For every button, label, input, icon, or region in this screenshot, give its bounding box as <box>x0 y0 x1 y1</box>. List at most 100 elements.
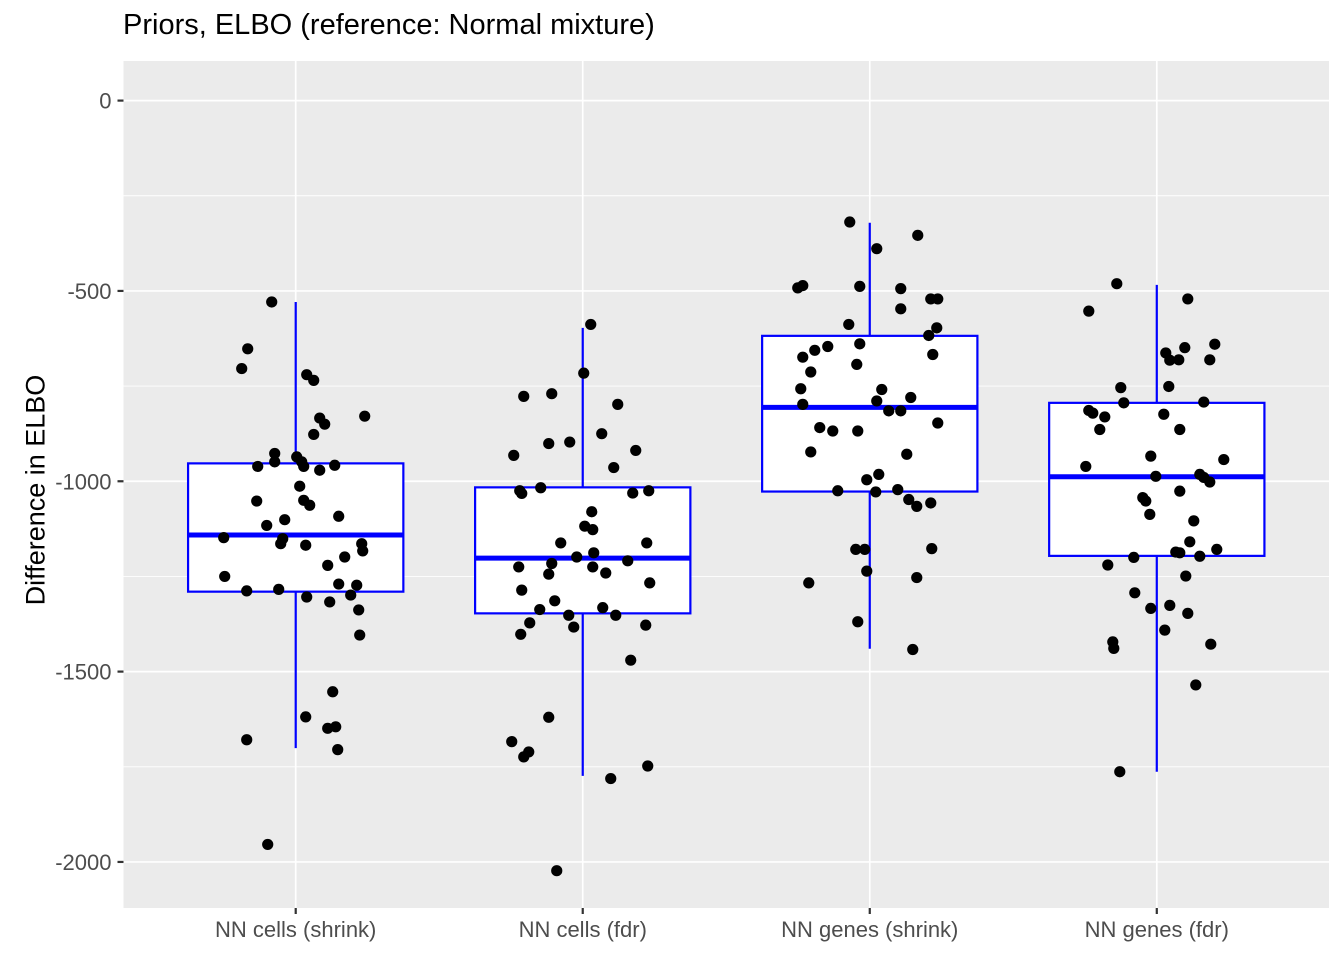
x-tick-label: NN cells (fdr) <box>519 917 647 942</box>
jitter-point <box>852 425 864 437</box>
jitter-point <box>329 459 341 471</box>
jitter-point <box>330 721 342 733</box>
jitter-point <box>1111 278 1123 290</box>
jitter-point <box>600 567 612 579</box>
jitter-point <box>805 366 817 378</box>
jitter-point <box>822 340 834 353</box>
jitter-point <box>1184 536 1196 548</box>
jitter-point <box>625 654 637 666</box>
jitter-point <box>827 425 839 437</box>
jitter-point <box>322 559 334 571</box>
jitter-point <box>587 524 599 536</box>
jitter-point <box>907 643 919 656</box>
y-tick-label: -2000 <box>55 850 111 875</box>
jitter-point <box>608 461 620 474</box>
jitter-point <box>534 603 546 616</box>
jitter-point <box>327 686 339 698</box>
jitter-point <box>805 446 817 458</box>
jitter-point <box>319 418 331 430</box>
jitter-point <box>797 351 809 363</box>
jitter-point <box>876 383 888 396</box>
jitter-point <box>644 577 656 589</box>
jitter-point <box>1099 411 1111 423</box>
jitter-point <box>546 388 558 400</box>
jitter-point <box>359 410 371 422</box>
jitter-point <box>861 565 873 577</box>
jitter-point <box>627 487 639 499</box>
jitter-point <box>1179 342 1191 354</box>
jitter-point <box>262 838 274 851</box>
jitter-point <box>578 367 590 379</box>
jitter-point <box>610 609 622 621</box>
jitter-point <box>932 417 944 429</box>
jitter-point <box>927 348 939 361</box>
jitter-point <box>506 736 518 748</box>
jitter-point <box>535 482 547 494</box>
jitter-point <box>852 616 864 628</box>
jitter-point <box>332 744 344 756</box>
jitter-point <box>261 519 273 532</box>
jitter-point <box>252 460 264 473</box>
jitter-point <box>895 303 907 315</box>
jitter-point <box>1159 624 1171 636</box>
jitter-point <box>1144 508 1156 520</box>
jitter-point <box>242 343 254 355</box>
jitter-point <box>622 555 634 567</box>
jitter-point <box>1198 396 1210 408</box>
jitter-point <box>298 460 310 473</box>
jitter-point <box>931 322 943 334</box>
x-tick-label: NN cells (shrink) <box>215 917 376 942</box>
jitter-point <box>546 557 558 570</box>
jitter-point <box>585 318 597 331</box>
jitter-point <box>905 391 917 404</box>
jitter-point <box>351 579 363 591</box>
jitter-point <box>1108 642 1120 654</box>
jitter-point <box>1188 515 1200 527</box>
jitter-point <box>1150 470 1162 482</box>
jitter-point <box>339 551 351 563</box>
jitter-point <box>643 485 655 497</box>
jitter-point <box>612 398 624 410</box>
jitter-point <box>241 585 253 597</box>
jitter-point <box>236 362 248 375</box>
jitter-point <box>1083 305 1095 317</box>
jitter-point <box>641 537 653 549</box>
jitter-point <box>324 596 336 608</box>
y-tick-label: -500 <box>67 279 111 304</box>
jitter-point <box>605 772 617 785</box>
jitter-point <box>903 493 915 506</box>
jitter-point <box>642 760 654 772</box>
x-tick-label: NN genes (fdr) <box>1085 917 1229 942</box>
jitter-point <box>1140 495 1152 507</box>
y-tick-label: -1500 <box>55 660 111 685</box>
jitter-point <box>543 437 555 450</box>
jitter-point <box>279 514 291 526</box>
jitter-point <box>814 421 826 434</box>
jitter-point <box>308 428 320 441</box>
jitter-point <box>797 398 809 410</box>
jitter-point <box>523 746 535 758</box>
jitter-point <box>1129 587 1141 599</box>
jitter-point <box>1182 293 1194 305</box>
jitter-point <box>308 374 320 386</box>
jitter-point <box>300 539 312 551</box>
jitter-point <box>516 487 528 500</box>
jitter-point <box>515 628 527 640</box>
jitter-point <box>588 547 600 559</box>
jitter-point <box>273 583 285 595</box>
jitter-point <box>861 474 873 486</box>
jitter-point <box>911 500 923 512</box>
jitter-point <box>843 318 855 331</box>
jitter-point <box>587 561 599 573</box>
jitter-point <box>241 734 253 746</box>
jitter-point <box>1164 354 1176 366</box>
jitter-point <box>275 538 287 550</box>
jitter-point <box>314 464 326 476</box>
jitter-point <box>844 216 856 228</box>
jitter-point <box>851 358 863 370</box>
jitter-point <box>1204 354 1216 366</box>
jitter-point <box>895 405 907 417</box>
jitter-point <box>269 456 281 468</box>
jitter-point <box>1174 423 1186 436</box>
